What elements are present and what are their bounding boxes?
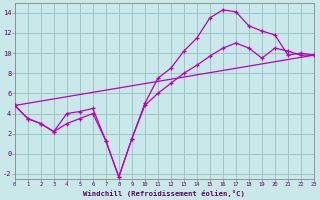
X-axis label: Windchill (Refroidissement éolien,°C): Windchill (Refroidissement éolien,°C) bbox=[84, 190, 245, 197]
